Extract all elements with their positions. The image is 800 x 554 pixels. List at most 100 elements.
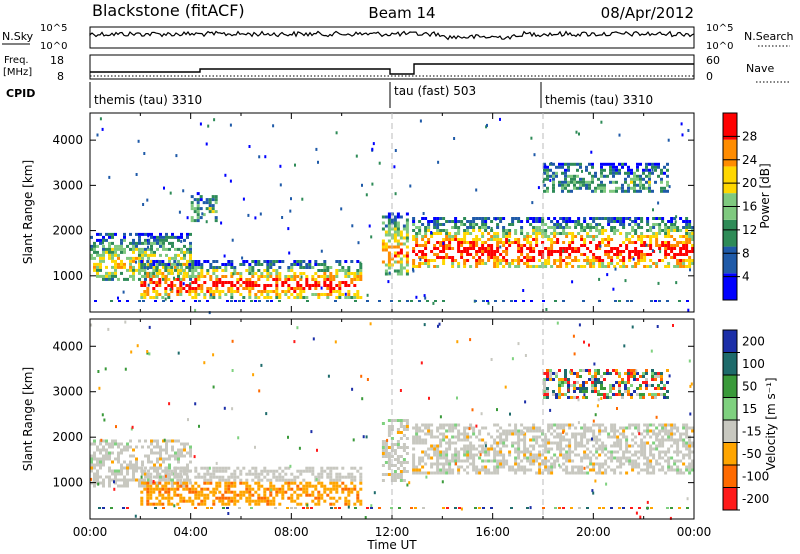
- data-cell: [138, 250, 141, 254]
- data-cell: [293, 272, 297, 275]
- data-cell: [439, 444, 443, 448]
- data-cell: [156, 271, 159, 275]
- data-cell: [439, 456, 443, 460]
- data-cell: [552, 174, 555, 178]
- data-cell: [673, 468, 677, 472]
- scatter-cell: [98, 386, 101, 390]
- data-cell: [615, 171, 618, 175]
- data-cell: [248, 266, 252, 269]
- data-cell: [120, 472, 123, 476]
- data-cell: [496, 465, 500, 469]
- data-cell: [290, 481, 294, 485]
- data-cell: [636, 183, 639, 187]
- data-cell: [469, 444, 473, 448]
- data-cell: [673, 423, 677, 427]
- scatter-cell: [148, 238, 151, 242]
- data-cell: [105, 454, 108, 458]
- data-cell: [415, 226, 419, 229]
- data-cell: [636, 393, 639, 396]
- data-cell: [631, 220, 635, 223]
- data-cell: [604, 238, 608, 241]
- data-cell: [194, 278, 198, 281]
- data-cell: [179, 287, 183, 290]
- scatter-cell: [638, 432, 641, 436]
- data-cell: [200, 266, 204, 269]
- data-cell: [622, 262, 626, 265]
- data-cell: [350, 490, 354, 494]
- data-cell: [147, 262, 150, 266]
- data-cell: [682, 265, 686, 268]
- data-cell: [186, 475, 189, 479]
- scatter-cell: [107, 327, 110, 331]
- data-cell: [323, 272, 327, 275]
- data-cell: [114, 442, 117, 446]
- data-cell: [158, 293, 162, 296]
- scatter-cell: [320, 286, 323, 290]
- scatter-cell: [327, 374, 330, 378]
- data-cell: [634, 426, 638, 430]
- data-cell: [436, 465, 440, 469]
- data-cell: [487, 238, 491, 241]
- data-cell: [652, 432, 656, 436]
- data-cell: [248, 278, 252, 281]
- data-cell: [381, 227, 385, 231]
- data-cell: [146, 490, 150, 494]
- data-cell: [457, 220, 461, 223]
- data-cell: [224, 484, 228, 488]
- data-cell: [140, 499, 144, 503]
- data-cell: [475, 453, 479, 457]
- data-cell: [173, 466, 177, 470]
- data-cell: [567, 180, 570, 184]
- data-cell: [595, 226, 599, 229]
- data-cell: [393, 218, 397, 222]
- data-cell: [402, 461, 406, 464]
- ytick-label-1: 2000: [52, 224, 83, 238]
- data-cell: [592, 235, 596, 238]
- data-cell: [155, 260, 159, 263]
- data-cell: [405, 269, 409, 273]
- data-cell: [143, 481, 147, 485]
- scatter-cell: [90, 477, 93, 481]
- data-cell: [544, 456, 548, 460]
- data-cell: [562, 462, 566, 466]
- data-cell: [600, 186, 603, 190]
- data-cell: [186, 463, 189, 467]
- data-cell: [583, 426, 587, 430]
- data-cell: [205, 207, 209, 211]
- data-cell: [466, 247, 470, 250]
- scatter-cell: [571, 280, 574, 284]
- data-cell: [341, 475, 345, 479]
- data-cell: [311, 275, 315, 278]
- scatter-cell: [537, 186, 540, 190]
- data-cell: [412, 250, 416, 253]
- data-cell: [123, 250, 126, 254]
- data-cell: [405, 260, 409, 264]
- data-cell: [439, 438, 443, 442]
- data-cell: [189, 448, 192, 452]
- data-cell: [402, 254, 406, 258]
- data-cell: [637, 238, 641, 241]
- data-cell: [666, 396, 669, 399]
- data-cell: [105, 451, 108, 455]
- data-cell: [287, 478, 291, 482]
- data-cell: [387, 221, 391, 225]
- data-cell: [186, 451, 189, 455]
- data-cell: [384, 245, 388, 249]
- data-cell: [472, 465, 476, 469]
- data-cell: [627, 369, 630, 372]
- data-cell: [505, 241, 509, 244]
- data-cell: [550, 471, 554, 475]
- data-cell: [457, 471, 461, 475]
- data-cell: [688, 426, 692, 430]
- data-cell: [682, 462, 686, 466]
- data-cell: [547, 450, 551, 454]
- data-cell: [248, 281, 252, 284]
- data-cell: [676, 262, 680, 265]
- data-cell: [199, 216, 203, 220]
- data-cell: [567, 378, 570, 381]
- data-cell: [493, 238, 497, 241]
- data-cell: [610, 247, 614, 250]
- data-cell: [445, 423, 449, 427]
- data-cell: [618, 381, 621, 384]
- data-cell: [281, 290, 285, 293]
